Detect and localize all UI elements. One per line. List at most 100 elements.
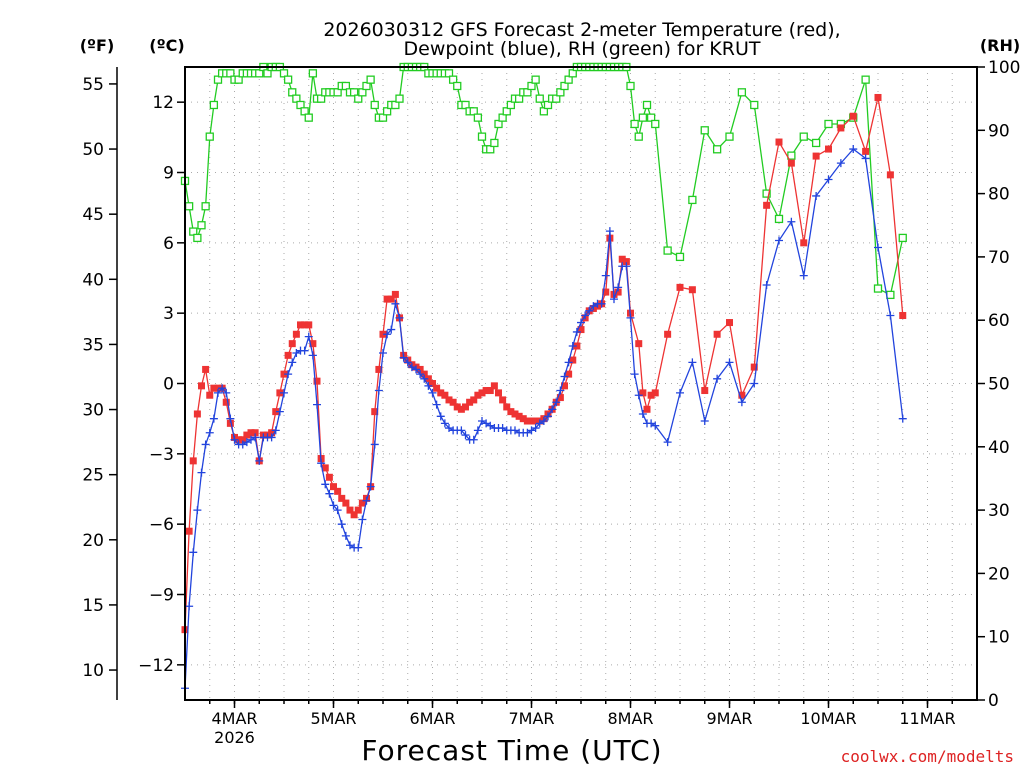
temperature-point xyxy=(874,93,882,101)
dewpoint-point xyxy=(275,407,284,416)
rh-point xyxy=(642,100,652,110)
temperature-point xyxy=(726,319,733,327)
dewpoint-point xyxy=(688,358,697,367)
fahrenheit-tick-label: 30 xyxy=(82,401,104,421)
series-layer xyxy=(180,62,907,693)
rh-point xyxy=(663,246,672,255)
dewpoint-point xyxy=(242,438,251,447)
temperature-point xyxy=(676,283,684,291)
dewpoint-point xyxy=(647,419,656,428)
temperature-point xyxy=(618,255,626,263)
temperature-point xyxy=(478,389,486,397)
rh-tick-label: 20 xyxy=(988,564,1010,584)
dewpoint-point xyxy=(300,346,309,355)
dewpoint-point xyxy=(238,440,247,449)
rh-point xyxy=(370,100,379,110)
dewpoint-point xyxy=(581,311,590,320)
unit-label-celsius: (ºC) xyxy=(149,36,184,55)
temperature-point xyxy=(515,412,523,420)
dewpoint-point xyxy=(292,349,301,358)
temperature-point xyxy=(787,159,795,167)
dewpoint-point xyxy=(473,426,482,435)
watermark-text: coolwx.com/modelts xyxy=(841,747,1014,766)
temperature-point xyxy=(775,138,783,146)
rh-point xyxy=(193,233,202,243)
dewpoint-point xyxy=(461,431,470,440)
temperature-point xyxy=(185,527,193,535)
dewpoint-point xyxy=(222,388,231,397)
temperature-point xyxy=(346,506,354,514)
dewpoint-point xyxy=(251,433,260,442)
temperature-point xyxy=(486,387,494,395)
rh-point xyxy=(824,119,833,129)
dewpoint-point xyxy=(230,435,239,444)
dewpoint-point xyxy=(597,299,606,308)
rh-point xyxy=(774,214,784,224)
dewpoint-point xyxy=(209,414,218,423)
dewpoint-point xyxy=(531,424,540,433)
dewpoint-point xyxy=(469,435,478,444)
dewpoint-point xyxy=(626,313,635,322)
temperature-point xyxy=(849,112,857,120)
dewpoint-point xyxy=(440,419,449,428)
temperature-point xyxy=(519,415,527,423)
dewpoint-point xyxy=(370,440,379,449)
dewpoint-point xyxy=(486,421,495,430)
rh-point xyxy=(898,233,907,243)
dewpoint-point xyxy=(308,351,317,360)
fahrenheit-tick-label: 20 xyxy=(82,531,104,551)
dewpoint-point xyxy=(886,311,895,320)
dewpoint-point xyxy=(651,421,660,430)
temperature-point xyxy=(301,321,309,329)
dewpoint-point xyxy=(539,417,548,426)
dewpoint-point xyxy=(737,398,746,407)
temperature-point xyxy=(420,370,428,378)
temperature-point xyxy=(272,408,280,416)
dewpoint-point xyxy=(568,341,577,350)
x-tick-sublabel: 2026 xyxy=(214,728,255,747)
temperature-point xyxy=(375,365,383,373)
dewpoint-point xyxy=(523,428,532,437)
celsius-tick-label: 3 xyxy=(163,304,174,324)
fahrenheit-tick-label: 35 xyxy=(82,335,104,355)
rh-point xyxy=(737,88,747,97)
x-tick-label: 6MAR xyxy=(409,709,455,728)
dewpoint-point xyxy=(391,299,400,308)
celsius-tick-label: −12 xyxy=(138,656,174,676)
temperature-point xyxy=(268,429,276,437)
dewpoint-point xyxy=(346,541,354,550)
dewpoint-point xyxy=(412,365,420,374)
dewpoint-point xyxy=(197,468,206,477)
rh-tick-label: 60 xyxy=(988,311,1010,331)
temperature-point xyxy=(763,201,771,209)
temperature-point xyxy=(288,340,296,348)
dewpoint-point xyxy=(610,295,618,304)
temperature-point xyxy=(449,398,457,406)
chart-title-line1: 2026030312 GFS Forecast 2-meter Temperat… xyxy=(323,19,840,41)
dewpoint-point xyxy=(226,414,235,423)
temperature-point xyxy=(886,171,894,179)
rh-point xyxy=(184,202,194,211)
temperature-point xyxy=(565,370,573,378)
dewpoint-point xyxy=(552,398,561,407)
temperature-point xyxy=(556,394,564,402)
temperature-point xyxy=(342,499,350,507)
temperature-point xyxy=(490,382,498,390)
rh-tick-label: 70 xyxy=(988,248,1010,268)
rh-tick-label: 80 xyxy=(988,185,1010,205)
dewpoint-point xyxy=(762,281,771,290)
temperature-point xyxy=(330,483,337,491)
rh-point xyxy=(750,100,759,110)
temperature-point xyxy=(350,511,358,519)
x-tick-label: 8MAR xyxy=(607,709,653,728)
temperature-point xyxy=(441,391,449,399)
chart-title-line2: Dewpoint (blue), RH (green) for KRUT xyxy=(404,38,761,60)
temperature-point xyxy=(189,457,197,465)
temperature-point xyxy=(688,286,696,294)
dewpoint-point xyxy=(482,419,491,428)
rh-point xyxy=(366,75,375,84)
temperature-point xyxy=(647,391,655,399)
dewpoint-point xyxy=(374,386,383,395)
x-axis-label: Forecast Time (UTC) xyxy=(361,734,662,767)
